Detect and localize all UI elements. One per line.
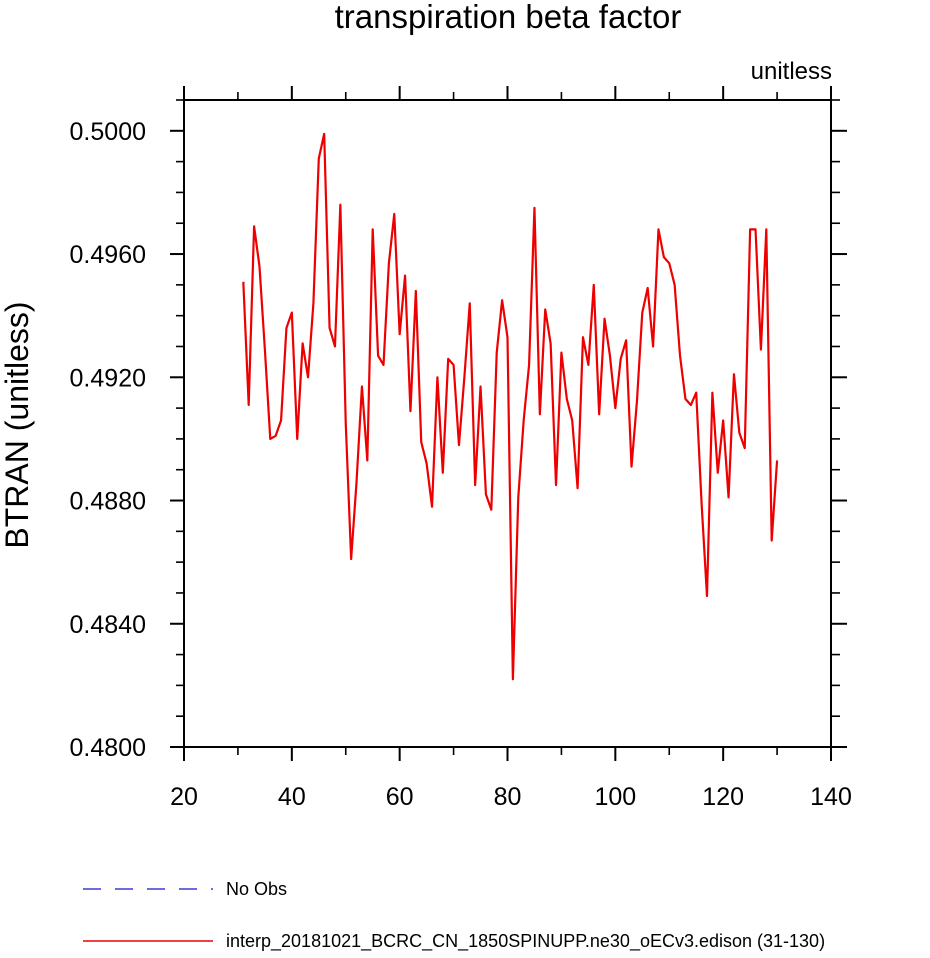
y-axis-label: BTRAN (unitless) xyxy=(0,301,35,548)
y-tick-label: 0.4920 xyxy=(70,364,146,392)
x-tick-label: 40 xyxy=(278,783,306,811)
x-tick-label: 80 xyxy=(494,783,522,811)
legend: No Obs interp_20181021_BCRC_CN_1850SPINUP… xyxy=(83,879,825,952)
x-axis: 20 40 60 80 100 120 140 xyxy=(170,86,852,811)
legend-label: interp_20181021_BCRC_CN_1850SPINUPP.ne30… xyxy=(226,931,825,952)
x-tick-label: 60 xyxy=(386,783,414,811)
x-tick-label: 20 xyxy=(170,783,198,811)
x-tick-label: 140 xyxy=(810,783,852,811)
y-tick-label: 0.4880 xyxy=(70,488,146,516)
y-tick-label: 0.4800 xyxy=(70,734,146,762)
series-line xyxy=(242,132,779,681)
y-tick-label: 0.4960 xyxy=(70,241,146,269)
y-tick-label: 0.5000 xyxy=(70,118,146,146)
x-tick-label: 100 xyxy=(594,783,636,811)
y-tick-label: 0.4840 xyxy=(70,611,146,639)
y-axis: 0.4800 0.4840 0.4880 0.4920 0.4960 0.5000 xyxy=(70,99,847,762)
units-label: unitless xyxy=(751,58,832,85)
x-tick-label: 120 xyxy=(702,783,744,811)
series-layer xyxy=(242,132,779,681)
chart-title: transpiration beta factor xyxy=(335,0,682,35)
legend-label: No Obs xyxy=(226,879,287,899)
